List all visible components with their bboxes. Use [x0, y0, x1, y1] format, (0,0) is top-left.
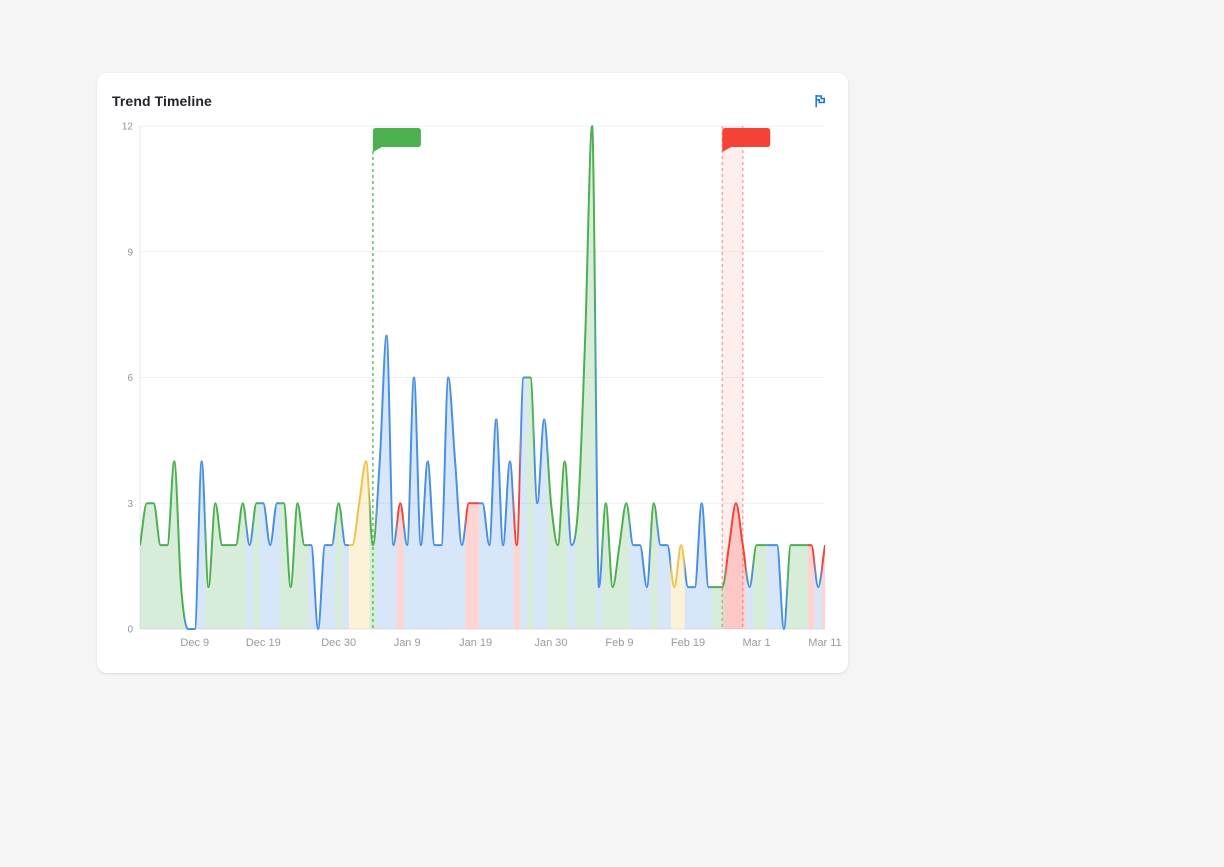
y-tick-label: 6: [127, 373, 133, 384]
x-tick-label: Dec 30: [321, 637, 356, 649]
x-tick-label: Feb 9: [605, 637, 633, 649]
y-tick-label: 3: [127, 499, 133, 510]
y-axis-labels: 0 3 6 9 12: [122, 122, 134, 636]
y-tick-label: 0: [127, 625, 133, 636]
x-tick-label: Jan 9: [394, 637, 421, 649]
x-tick-label: Jan 30: [534, 637, 567, 649]
trend-chart: 0 3 6 9 12 Dec 9 Dec 19 Dec 30 Jan 9 Jan 19 Jan 30…: [97, 73, 848, 673]
x-tick-label: Dec 9: [180, 637, 209, 649]
trend-timeline-card: Trend Timeline 036912Dec 9Dec 19Dec 30Ja…: [97, 73, 848, 673]
y-tick-label: 9: [127, 247, 133, 258]
x-tick-label: Jan 19: [459, 637, 492, 649]
green-flag-marker-banner[interactable]: [373, 128, 421, 152]
x-tick-label: Mar 11: [808, 637, 841, 649]
x-tick-label: Feb 19: [671, 637, 705, 649]
y-tick-label: 12: [122, 122, 134, 133]
x-tick-label: Mar 1: [742, 637, 770, 649]
x-axis-labels: Dec 9 Dec 19 Dec 30 Jan 9 Jan 19 Jan 30 Feb 9 F…: [180, 637, 841, 649]
page-background: Trend Timeline 036912Dec 9Dec 19Dec 30Ja…: [0, 0, 1224, 867]
x-tick-label: Dec 19: [246, 637, 281, 649]
